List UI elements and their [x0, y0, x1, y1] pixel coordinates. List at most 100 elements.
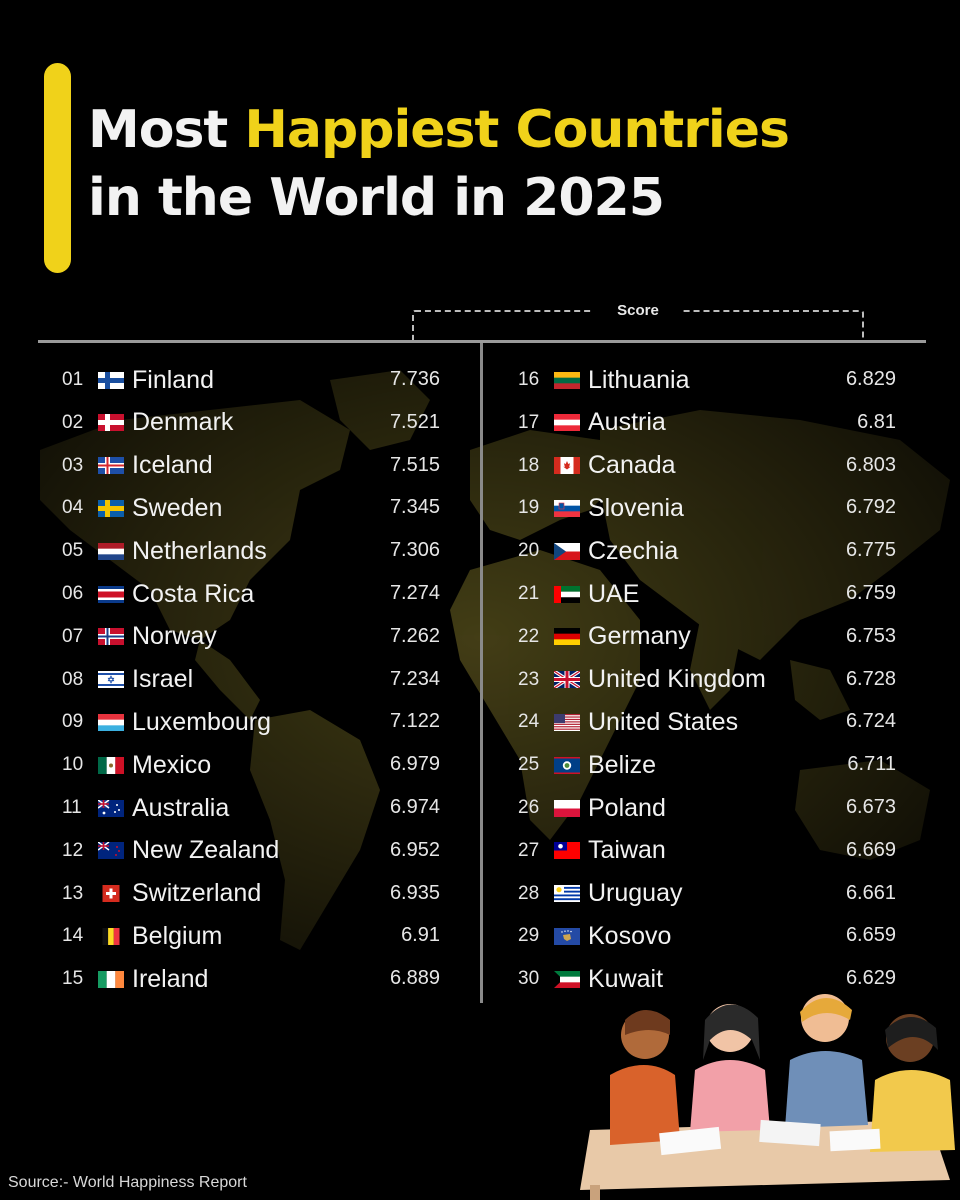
united-states-flag-icon: [554, 713, 580, 731]
score-value: 7.122: [389, 710, 440, 733]
rank-number: 07: [62, 625, 84, 647]
belize-flag-icon: [554, 756, 580, 774]
united-kingdom-flag-icon: [553, 669, 581, 690]
score-column-label: Score: [593, 302, 683, 319]
country-name: Luxembourg: [132, 707, 271, 736]
table-row: 17 Austria: [518, 405, 666, 441]
table-row: 04 Sweden: [62, 490, 222, 526]
table-row: 15 Ireland: [62, 961, 208, 997]
country-name: Kuwait: [588, 964, 664, 993]
table-row: 16 Lithuania: [518, 362, 689, 398]
score-value: 6.803: [845, 453, 896, 476]
table-row: 02 Denmark: [62, 405, 233, 441]
table-row: 25 Belize: [518, 747, 656, 783]
rank-number: 29: [518, 925, 540, 947]
rank-number: 26: [518, 797, 540, 818]
table-row: 06 Costa Rica: [62, 576, 254, 612]
israel-flag-icon: [98, 671, 124, 689]
iceland-flag-icon: [98, 457, 124, 475]
table-row: 24 United States: [518, 704, 738, 740]
rank-number: 24: [518, 711, 540, 733]
rank-number: 15: [62, 968, 84, 990]
score-value: 6.979: [389, 753, 440, 776]
rank-number: 12: [62, 839, 84, 861]
rank-number: 05: [62, 540, 84, 562]
country-name: Sweden: [132, 493, 223, 522]
score-value: 6.724: [845, 710, 896, 733]
score-value: 6.81: [857, 410, 896, 433]
ireland-flag-icon: [98, 970, 124, 988]
country-name: Norway: [132, 622, 217, 651]
table-row: 07 Norway: [62, 619, 217, 655]
score-value: 6.661: [845, 881, 896, 904]
kosovo-flag-icon: [554, 927, 580, 945]
score-value: 7.515: [389, 453, 440, 476]
country-name: Kosovo: [588, 921, 672, 950]
denmark-flag-icon: [98, 414, 124, 432]
table-column-divider: [480, 343, 483, 1003]
country-name: Austria: [588, 408, 666, 437]
people-studying-illustration: [580, 994, 955, 1200]
score-value: 6.889: [389, 967, 440, 990]
table-row: 28 Uruguay: [518, 876, 683, 912]
table-row: 21 UAE: [518, 576, 639, 612]
score-column-bracket: Score: [412, 302, 864, 340]
netherlands-flag-icon: [98, 542, 124, 560]
country-name: Australia: [132, 793, 230, 822]
table-top-divider: [38, 340, 926, 343]
country-name: Belize: [588, 750, 657, 779]
country-name: Iceland: [132, 451, 213, 480]
table-row: 27 Taiwan: [518, 833, 666, 869]
table-row: 01 Finland: [62, 362, 214, 398]
table-row: 23 United Kingdom: [518, 662, 766, 698]
rank-number: 19: [518, 497, 540, 519]
norway-flag-icon: [98, 628, 124, 646]
country-name: Poland: [588, 793, 666, 822]
mexico-flag-icon: [98, 756, 124, 774]
score-value: 6.711: [847, 753, 896, 776]
rank-number: 11: [62, 797, 82, 818]
table-row: 29 Kosovo: [518, 918, 671, 954]
table-row: 30 Kuwait: [518, 961, 663, 997]
country-name: Israel: [132, 665, 194, 694]
rank-number: 21: [518, 583, 540, 604]
score-value: 6.728: [845, 667, 896, 690]
score-value: 6.775: [845, 539, 896, 562]
table-row: 26 Poland: [518, 790, 666, 826]
country-name: United Kingdom: [588, 665, 766, 694]
table-row: 11 Australia: [62, 790, 229, 826]
kuwait-flag-icon: [554, 970, 580, 988]
title-highlight: Happiest Countries: [244, 100, 790, 160]
rank-number: 22: [518, 625, 540, 647]
country-name: Uruguay: [588, 879, 683, 908]
belgium-flag-icon: [98, 927, 124, 945]
rank-number: 10: [62, 754, 84, 776]
rank-number: 01: [62, 369, 84, 390]
table-row: 19 Slovenia: [518, 490, 684, 526]
country-name: Denmark: [132, 408, 234, 437]
canada-flag-icon: [554, 457, 580, 475]
taiwan-flag-icon: [554, 842, 580, 860]
table-row: 09 Luxembourg: [62, 704, 271, 740]
australia-flag-icon: [97, 798, 124, 817]
country-name: Canada: [588, 451, 676, 480]
uruguay-flag-icon: [554, 885, 580, 903]
country-name: Finland: [132, 365, 214, 394]
score-value: 6.669: [845, 838, 896, 861]
czechia-flag-icon: [554, 542, 580, 560]
costa-rica-flag-icon: [98, 585, 124, 603]
score-value: 6.91: [401, 924, 440, 947]
table-row: 13 Switzerland: [62, 876, 261, 912]
score-value: 6.829: [845, 368, 896, 390]
rank-number: 28: [518, 882, 540, 904]
source-note: Source:- World Happiness Report: [8, 1174, 247, 1191]
country-name: Germany: [588, 622, 691, 651]
lithuania-flag-icon: [554, 371, 580, 389]
country-name: Switzerland: [132, 879, 262, 908]
finland-flag-icon: [98, 371, 124, 389]
table-row: 10 Mexico: [62, 747, 211, 783]
country-name: Ireland: [132, 964, 209, 993]
austria-flag-icon: [554, 414, 580, 432]
rank-number: 30: [518, 968, 540, 990]
rank-number: 03: [62, 454, 84, 476]
